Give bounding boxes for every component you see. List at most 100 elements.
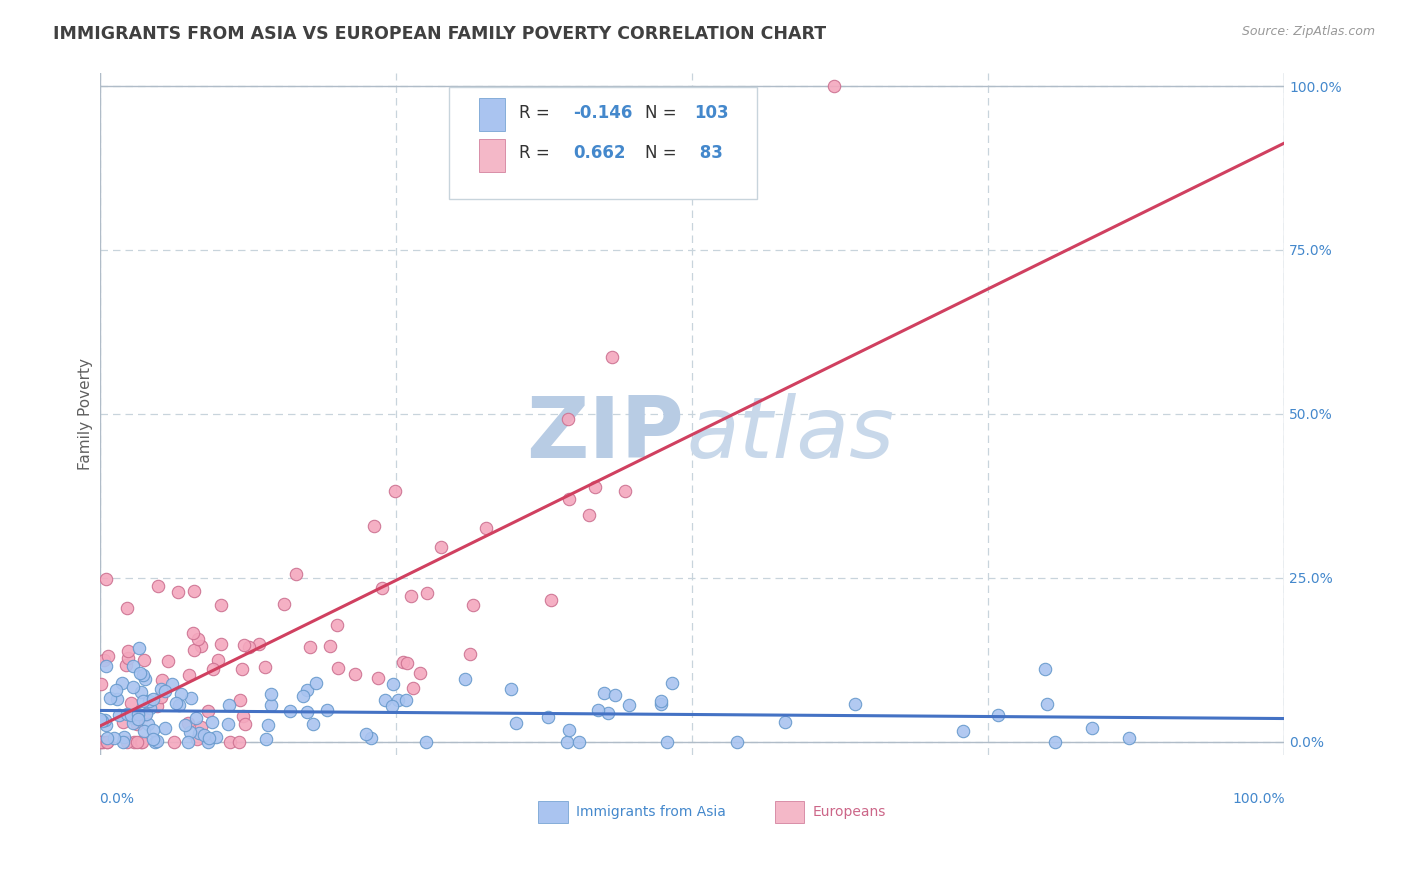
Point bbox=[1043, 734, 1066, 748]
Point bbox=[91, 734, 114, 748]
Point bbox=[952, 723, 974, 738]
Point bbox=[382, 676, 405, 690]
Point bbox=[186, 711, 208, 725]
Point bbox=[131, 734, 153, 748]
Point bbox=[384, 483, 406, 498]
Y-axis label: Family Poverty: Family Poverty bbox=[79, 358, 93, 470]
Point bbox=[844, 697, 866, 711]
Point bbox=[381, 698, 404, 713]
Point bbox=[408, 665, 430, 680]
Point bbox=[278, 704, 301, 718]
Point bbox=[112, 734, 135, 748]
Text: 103: 103 bbox=[695, 103, 728, 121]
Point bbox=[201, 661, 224, 675]
Point bbox=[614, 484, 637, 499]
Point bbox=[127, 707, 149, 722]
Point bbox=[540, 593, 562, 607]
Point bbox=[505, 716, 527, 731]
Point bbox=[94, 658, 117, 673]
Point bbox=[1080, 721, 1102, 735]
Point bbox=[165, 697, 187, 711]
Point bbox=[112, 730, 135, 744]
Point bbox=[209, 598, 232, 612]
Point bbox=[115, 734, 138, 748]
Point bbox=[190, 639, 212, 653]
Point bbox=[987, 708, 1010, 723]
Point bbox=[142, 732, 165, 747]
Text: ZIP: ZIP bbox=[526, 392, 683, 475]
Point bbox=[501, 681, 523, 696]
Point bbox=[217, 717, 239, 731]
Point bbox=[96, 734, 118, 748]
Point bbox=[395, 693, 418, 707]
Point bbox=[305, 675, 328, 690]
Text: 83: 83 bbox=[695, 145, 723, 162]
Point bbox=[219, 734, 242, 748]
Point bbox=[205, 731, 228, 745]
Point bbox=[257, 718, 280, 732]
Point bbox=[167, 585, 190, 599]
Point bbox=[256, 731, 278, 746]
Point bbox=[115, 658, 138, 673]
Point bbox=[363, 519, 385, 533]
Point bbox=[1033, 662, 1056, 676]
Point bbox=[183, 584, 205, 599]
Point bbox=[209, 637, 232, 651]
Point bbox=[461, 599, 484, 613]
Point bbox=[592, 686, 614, 700]
Point bbox=[120, 708, 142, 723]
Point bbox=[129, 734, 152, 748]
Point bbox=[179, 725, 201, 739]
Point bbox=[167, 698, 190, 713]
Point bbox=[132, 724, 155, 739]
Point bbox=[179, 668, 201, 682]
Point bbox=[187, 632, 209, 646]
Point bbox=[145, 734, 167, 748]
Point bbox=[155, 684, 177, 698]
Point bbox=[94, 717, 117, 731]
Point bbox=[128, 665, 150, 680]
Point bbox=[537, 710, 560, 724]
Point bbox=[90, 677, 112, 691]
Point bbox=[128, 641, 150, 656]
FancyBboxPatch shape bbox=[775, 801, 804, 823]
Point bbox=[578, 508, 600, 522]
Point bbox=[142, 723, 165, 737]
Point bbox=[134, 653, 156, 667]
Point bbox=[143, 734, 166, 748]
Text: N =: N = bbox=[644, 145, 682, 162]
Point bbox=[138, 701, 160, 715]
Point bbox=[107, 708, 129, 723]
Point bbox=[343, 666, 366, 681]
Point bbox=[115, 707, 138, 722]
Point bbox=[89, 734, 111, 748]
Point bbox=[120, 696, 142, 710]
Point bbox=[125, 716, 148, 731]
Point bbox=[297, 683, 319, 698]
Point bbox=[117, 650, 139, 665]
Point bbox=[105, 682, 128, 697]
Point bbox=[134, 672, 156, 686]
Point bbox=[325, 618, 347, 632]
Point bbox=[197, 731, 219, 745]
Point bbox=[568, 734, 591, 748]
Point bbox=[135, 706, 157, 721]
Point bbox=[402, 681, 425, 695]
Point bbox=[387, 693, 409, 707]
Point bbox=[228, 734, 250, 748]
Text: Europeans: Europeans bbox=[813, 805, 886, 819]
Point bbox=[193, 728, 215, 742]
Point bbox=[170, 688, 193, 702]
Point bbox=[557, 723, 579, 738]
Point bbox=[232, 709, 254, 723]
Point bbox=[201, 714, 224, 729]
Point bbox=[238, 640, 260, 655]
Point bbox=[127, 712, 149, 726]
Text: 0.0%: 0.0% bbox=[98, 792, 134, 806]
Point bbox=[392, 655, 415, 669]
Point bbox=[149, 681, 172, 696]
Point bbox=[583, 480, 606, 494]
Point bbox=[360, 731, 382, 745]
Point bbox=[149, 690, 172, 705]
Point bbox=[187, 725, 209, 739]
